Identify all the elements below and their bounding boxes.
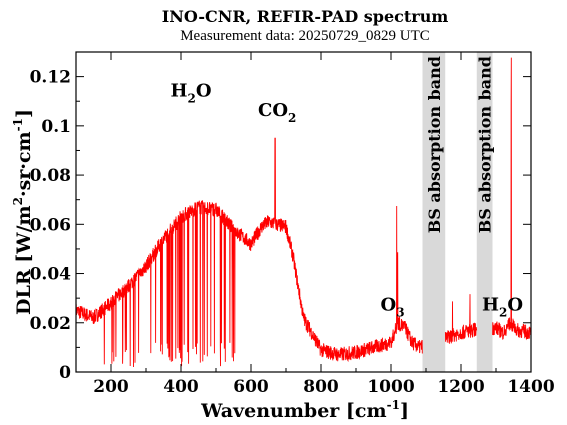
plot-frame (75, 51, 532, 373)
x-tick-label: 600 (233, 377, 269, 397)
annotation-1: H2O (171, 80, 212, 105)
absorption-band-label-1: BS absorption band (425, 56, 444, 233)
annotation-3: O3 (381, 294, 405, 319)
x-tick-label: 1000 (367, 377, 414, 397)
x-tick-label: 1400 (507, 377, 554, 397)
y-tick-label: 0 (59, 363, 71, 383)
chart-annotations: H2O CO2 O3 H2O (171, 80, 524, 319)
absorption-bands: BS absorption band BS absorption band (422, 52, 495, 372)
y-axis-label: DLR [W/m2·sr·cm-1] (11, 109, 35, 315)
spectrum-line (75, 57, 532, 368)
annotation-2: CO2 (258, 100, 296, 125)
absorption-band-2 (476, 52, 493, 372)
y-tick-label: 0.02 (30, 314, 71, 334)
x-tick-label: 1200 (437, 377, 484, 397)
x-tick-label: 200 (93, 377, 129, 397)
y-tick-label: 0.12 (30, 68, 71, 88)
axes: 200 400 600 800 1000 1200 1400 0 0.02 0.04 0.06 0.0… (30, 51, 555, 397)
x-tick-label: 800 (303, 377, 339, 397)
x-axis-label: Wavenumber [cm-1] (200, 398, 409, 422)
y-tick-label: 0.1 (41, 117, 71, 137)
absorption-band-label-2: BS absorption band (476, 56, 495, 233)
annotation-4: H2O (482, 294, 523, 319)
chart-subtitle: Measurement data: 20250729_0829 UTC (180, 28, 430, 44)
chart-title: INO-CNR, REFIR-PAD spectrum (162, 7, 449, 26)
y-tick-label: 0.08 (30, 166, 71, 186)
spectrum-series (75, 57, 532, 368)
absorption-band-1 (422, 52, 446, 372)
x-tick-label: 400 (163, 377, 199, 397)
y-tick-label: 0.04 (30, 265, 72, 285)
y-tick-label: 0.06 (30, 215, 71, 235)
